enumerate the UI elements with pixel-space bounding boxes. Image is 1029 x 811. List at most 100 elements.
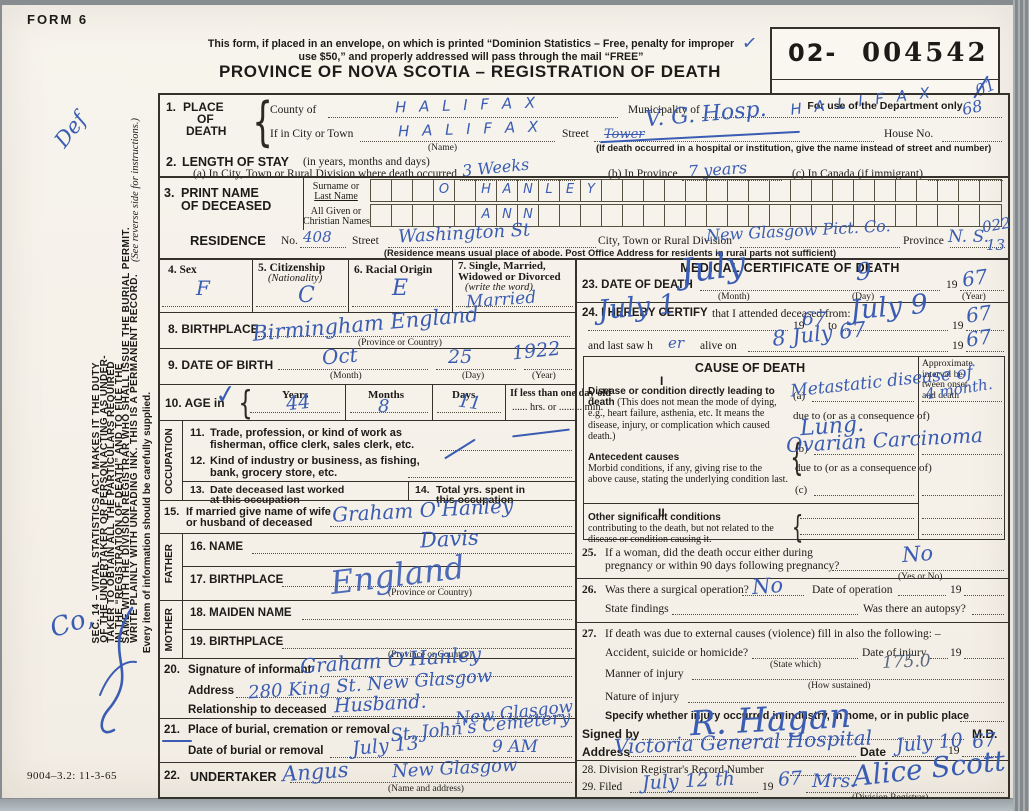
fill-line (320, 676, 572, 677)
undertaker-label: UNDERTAKER (190, 770, 277, 784)
fill-line (408, 477, 572, 478)
fill-line (282, 586, 572, 587)
divider (583, 503, 919, 505)
certify-label-bold: 24. I HEREBY CERTIFY (582, 307, 708, 319)
fill-line (258, 336, 570, 337)
form-border (158, 93, 1010, 799)
brace: { (252, 89, 273, 153)
fill-line (790, 775, 858, 776)
margin-notice-line: SAME WITH THE DIVISION REGISTRAR WHO SHA… (121, 226, 133, 643)
form-number-label: FORM 6 (27, 12, 89, 27)
cause-of-death-title: CAUSE OF DEATH (694, 361, 806, 375)
racial-origin-label: 6. Racial Origin (354, 264, 433, 276)
handwriting-filed-year: 67 (777, 767, 803, 791)
father-birthplace-label: 17. BIRTHPLACE (190, 574, 284, 586)
handwriting-her: er (668, 334, 685, 352)
hospital-note: (If death occurred in a hospital or inst… (596, 143, 992, 153)
trade-label: Trade, profession, or kind of work as (210, 427, 402, 439)
informant-signature-label: Signature of informant (188, 664, 312, 676)
divider (577, 760, 1010, 762)
dept-use-note: For use of the Department only (807, 100, 963, 112)
state-findings-label: State findings (605, 603, 669, 615)
handwriting-death-year: 67 (960, 264, 989, 292)
handwriting-residence-no: 408 (303, 228, 332, 246)
print-code: 9004–3.2: 11-3-65 (27, 770, 117, 782)
fill-line (964, 595, 1004, 596)
fill-line (814, 495, 914, 496)
burial-place-label: Place of burial, cremation or removal (188, 724, 390, 736)
citizenship-label: 5. Citizenship (258, 262, 326, 274)
cause-part2: II (658, 506, 665, 520)
divider (158, 176, 1010, 178)
fill-line (388, 247, 596, 248)
fill-line (628, 756, 856, 757)
fill-line (302, 619, 572, 620)
stay-label: LENGTH OF STAY (182, 155, 289, 169)
fill-line (328, 117, 618, 118)
md-label: M.D. (972, 727, 998, 741)
fill-line (330, 526, 572, 527)
fill-line (922, 454, 1002, 455)
fill-line (688, 702, 1004, 703)
divider (505, 384, 507, 420)
divider (158, 312, 577, 314)
divider (158, 258, 1010, 260)
handwriting-code-bottom: 13 (986, 236, 1006, 254)
operation-question: Was there a surgical operation? (605, 584, 749, 596)
handwriting-undertaker: Angus (281, 757, 350, 787)
divider (158, 420, 577, 422)
industry-label: Kind of industry or business, as fishing… (210, 455, 420, 467)
fill-line (456, 306, 573, 307)
medical-certificate-title: MEDICAL CERTIFICATE OF DEATH (680, 261, 900, 275)
margin-notice-line: WRITE PLAINLY WITH UNFADING INK. THIS IS… (128, 274, 140, 643)
signed-by-label: Signed by (582, 727, 640, 741)
fill-line (922, 518, 1002, 519)
fill-line (252, 553, 572, 554)
ink-check: ✓ (213, 378, 239, 412)
fill-line (942, 141, 1002, 142)
mother-maiden-label: 18. MAIDEN NAME (190, 607, 292, 619)
nature-of-injury-label: Nature of injury (605, 691, 680, 703)
registrar-record-number-label: 28. Division Registrar's Record Number (582, 764, 764, 776)
handwriting-pregnancy-answer: No (901, 540, 934, 568)
fill-line (966, 351, 1004, 352)
birthplace-label: 8. BIRTHPLACE (168, 322, 259, 336)
fill-line (290, 782, 572, 783)
fill-line (360, 141, 555, 142)
handwriting-age-days: 11 (456, 390, 483, 415)
fill-line (236, 697, 572, 698)
house-no-label: House No. (884, 128, 934, 140)
surname-label: Surname or (312, 181, 360, 192)
fill-line (806, 792, 1004, 793)
handwriting-street-struck: Tower (604, 127, 645, 142)
divider (158, 500, 577, 502)
divider (772, 79, 998, 80)
fill-line (672, 614, 858, 615)
specify-injury-label: Specify whether injury occurred in indus… (605, 710, 969, 722)
fill-line (964, 658, 1004, 659)
divider (432, 384, 434, 420)
fill-line (800, 518, 914, 519)
fill-line (524, 369, 572, 370)
divider (452, 258, 454, 312)
fill-line (892, 756, 944, 757)
fill-line (282, 648, 572, 649)
serial-prefix: 02- (788, 39, 838, 67)
date-of-death-label: 23. DATE OF DEATH (582, 279, 693, 291)
divider (303, 176, 305, 230)
fill-line (922, 534, 1002, 535)
column-divider (575, 258, 577, 799)
brace: { (791, 509, 804, 546)
mail-instruction-line1: This form, if placed in an envelope, on … (207, 38, 735, 50)
handwriting-birth-month: Oct (321, 342, 359, 370)
divider (182, 420, 184, 500)
divider (577, 622, 1010, 624)
divider (577, 578, 1010, 580)
fill-line (966, 330, 1004, 331)
informant-relationship-label: Relationship to deceased (188, 704, 327, 716)
place-of-death-number: 1. (166, 100, 177, 114)
divider (345, 384, 347, 420)
interval-header: Approximate interval be- tween onset and d… (922, 358, 973, 401)
